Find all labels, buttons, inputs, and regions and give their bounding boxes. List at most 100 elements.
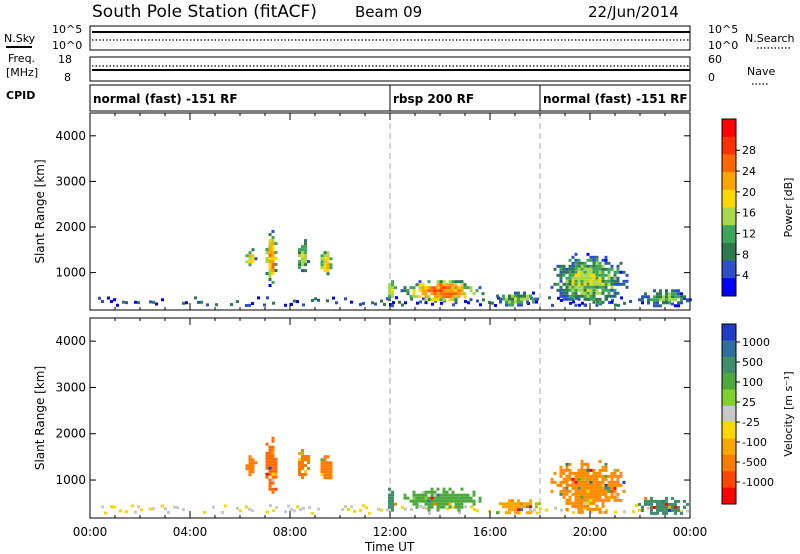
echo-cell bbox=[589, 273, 593, 277]
echo-cell bbox=[607, 291, 611, 295]
echo-cell bbox=[119, 509, 122, 513]
echo-cell bbox=[656, 505, 659, 509]
echo-cell bbox=[421, 496, 425, 500]
echo-cell bbox=[565, 507, 569, 511]
echo-cell bbox=[595, 498, 599, 502]
echo-cell bbox=[517, 499, 520, 503]
echo-cell bbox=[586, 294, 590, 298]
echo-cell bbox=[293, 299, 296, 303]
echo-cell bbox=[176, 506, 179, 510]
echo-cell bbox=[671, 505, 674, 509]
echo-cell bbox=[662, 499, 665, 503]
echo-cell bbox=[410, 297, 413, 301]
echo-cell bbox=[647, 506, 650, 510]
echo-cell bbox=[583, 474, 587, 478]
echo-cell bbox=[496, 511, 499, 515]
echo-cell bbox=[619, 270, 623, 274]
echo-cell bbox=[98, 296, 101, 300]
echo-cell bbox=[577, 276, 581, 280]
echo-cell bbox=[463, 286, 467, 290]
echo-cell bbox=[677, 508, 680, 512]
echo-cell bbox=[535, 502, 538, 506]
echo-cell bbox=[574, 474, 578, 478]
echo-cell bbox=[520, 505, 523, 509]
echo-cell bbox=[265, 457, 269, 461]
colorbar-tick-label: 1000 bbox=[742, 336, 770, 349]
echo-cell bbox=[271, 254, 275, 258]
echo-cell bbox=[451, 493, 455, 497]
echo-cell bbox=[577, 501, 581, 505]
echo-cell bbox=[454, 298, 458, 302]
echo-cell bbox=[650, 511, 653, 515]
echo-cell bbox=[595, 291, 599, 295]
echo-cell bbox=[665, 496, 668, 500]
echo-cell bbox=[589, 285, 593, 289]
echo-cell bbox=[656, 298, 659, 302]
colorbar-swatch bbox=[722, 207, 736, 226]
echo-cell bbox=[268, 245, 272, 249]
echo-cell bbox=[421, 499, 425, 503]
echo-cell bbox=[203, 510, 206, 514]
echo-cell bbox=[595, 504, 599, 508]
echo-cell bbox=[517, 300, 520, 304]
echo-cell bbox=[580, 267, 584, 271]
noise-left-tick-hi: 10^5 bbox=[52, 23, 82, 36]
echo-cell bbox=[650, 499, 653, 503]
echo-cell bbox=[418, 280, 422, 284]
echo-cell bbox=[274, 257, 278, 261]
echo-cell bbox=[577, 489, 581, 493]
echo-cell bbox=[656, 304, 659, 308]
echo-cell bbox=[505, 505, 508, 509]
colorbar-swatch bbox=[722, 260, 736, 279]
echo-cell bbox=[427, 505, 431, 509]
echo-cell bbox=[251, 257, 255, 261]
echo-cell bbox=[610, 282, 614, 286]
echo-cell bbox=[454, 295, 458, 299]
echo-cell bbox=[391, 289, 394, 293]
echo-cell bbox=[271, 236, 275, 240]
echo-cell bbox=[589, 264, 593, 268]
echo-cell bbox=[578, 303, 581, 307]
echo-cell bbox=[353, 509, 356, 513]
echo-cell bbox=[460, 286, 464, 290]
colorbar-tick-label: -500 bbox=[742, 456, 767, 469]
echo-cell bbox=[586, 492, 590, 496]
echo-cell bbox=[565, 483, 569, 487]
echo-cell bbox=[454, 505, 458, 509]
echo-cell bbox=[268, 275, 272, 279]
echo-cell bbox=[586, 480, 590, 484]
echo-cell bbox=[301, 245, 304, 249]
echo-cell bbox=[442, 280, 446, 284]
echo-cell bbox=[614, 303, 617, 307]
echo-cell bbox=[586, 252, 590, 256]
echo-cell bbox=[451, 490, 455, 494]
echo-cell bbox=[430, 292, 434, 296]
echo-cell bbox=[308, 506, 311, 510]
echo-cell bbox=[674, 508, 677, 512]
echo-cell bbox=[268, 239, 272, 243]
echo-cell bbox=[583, 477, 587, 481]
echo-cell bbox=[251, 302, 254, 306]
echo-cell bbox=[575, 296, 578, 300]
x-axis-title: Time UT bbox=[364, 540, 415, 554]
echo-cell bbox=[463, 496, 467, 500]
echo-cell bbox=[562, 267, 566, 271]
echo-cell bbox=[613, 486, 617, 490]
colorbar-swatch bbox=[722, 136, 736, 155]
echo-cell bbox=[565, 276, 569, 280]
echo-cell bbox=[577, 504, 581, 508]
echo-cell bbox=[583, 462, 587, 466]
echo-cell bbox=[598, 297, 602, 301]
echo-cell bbox=[583, 492, 587, 496]
echo-cell bbox=[245, 303, 248, 307]
echo-cell bbox=[616, 279, 620, 283]
echo-cell bbox=[454, 496, 458, 500]
echo-cell bbox=[248, 507, 251, 511]
echo-cell bbox=[271, 230, 275, 234]
echo-cell bbox=[574, 264, 578, 268]
echo-cell bbox=[613, 291, 617, 295]
echo-cell bbox=[586, 498, 590, 502]
echo-cell bbox=[517, 502, 520, 506]
echo-cell bbox=[464, 299, 467, 303]
x-tick-label: 04:00 bbox=[173, 525, 208, 539]
